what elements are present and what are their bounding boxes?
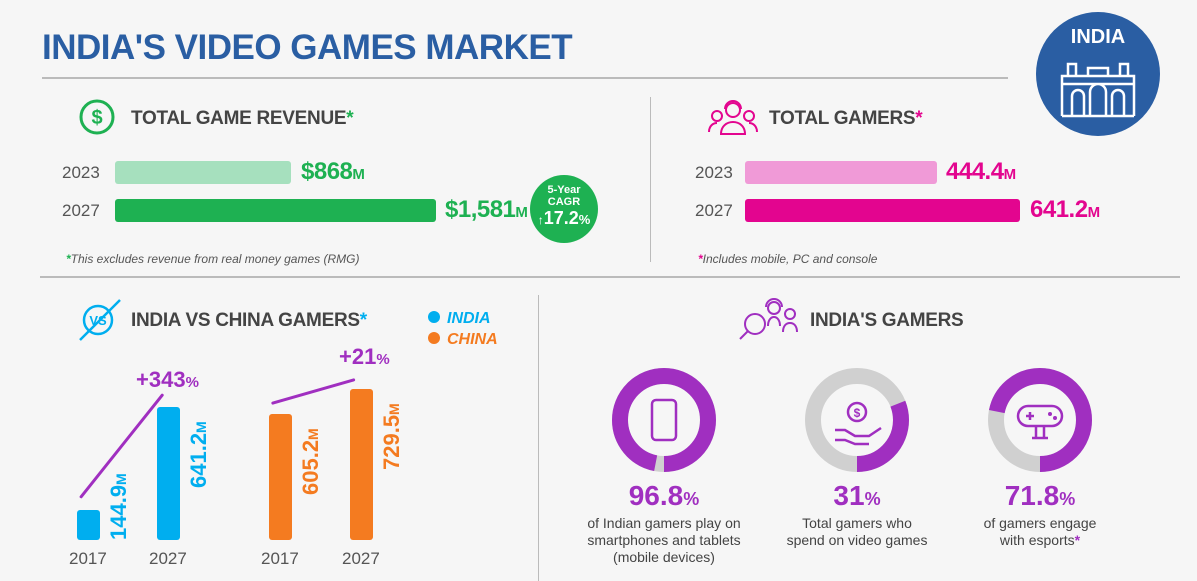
india-bar-2027 (157, 407, 180, 540)
vertical-divider-2 (538, 295, 539, 581)
india-year-2027: 2027 (149, 549, 187, 568)
title-divider (42, 77, 1008, 79)
revenue-value-2027: $1,581M (445, 196, 528, 223)
cagr-label: 5-Year (547, 184, 581, 196)
vertical-divider (650, 97, 651, 262)
vs-icon: VS (79, 299, 121, 341)
game-controller-icon (1016, 404, 1064, 440)
china-value-2017: 605.2M (298, 428, 323, 496)
donut-caption: Total gamers who spend on video games (786, 515, 928, 548)
india-gamers-heading: INDIA'S GAMERS (810, 310, 964, 331)
gamers-heading: TOTAL GAMERS* (769, 108, 923, 129)
gamers-note: *Includes mobile, PC and console (698, 252, 878, 266)
india-year-2017: 2017 (69, 549, 107, 568)
money-hand-icon: $ (835, 401, 882, 446)
donut-fill (805, 368, 909, 472)
revenue-value-2023: $868M (301, 158, 365, 185)
donut-2: $ (797, 360, 917, 480)
donut-fill (612, 368, 716, 472)
badge-label: INDIA (1070, 26, 1126, 48)
china-growth-line (271, 378, 356, 405)
section-divider (40, 276, 1180, 278)
svg-text:VS: VS (89, 313, 107, 328)
arrow-up-icon: ↑ (537, 213, 544, 227)
donut-fill (988, 368, 1092, 472)
china-bar-2017 (269, 414, 292, 540)
china-growth-label: +21% (339, 344, 390, 369)
donut-caption: of Indian gamers play on smartphones and … (587, 515, 741, 565)
china-year-2017: 2017 (261, 549, 299, 568)
china-bar-2027 (350, 388, 373, 540)
india-value-2027: 641.2M (186, 421, 211, 488)
gamers-group-icon (708, 100, 758, 135)
revenue-year-2023: 2023 (62, 163, 100, 182)
gateway-of-india-icon (1060, 62, 1136, 118)
revenue-bar-2027 (115, 199, 436, 222)
gamer-search-icon (739, 298, 798, 340)
legend-china: CHINA (428, 331, 498, 349)
donut-value: 96.8% (628, 480, 700, 511)
revenue-heading: TOTAL GAME REVENUE* (131, 108, 354, 129)
revenue-bar-2023 (115, 161, 291, 184)
dollar-icon: $ (79, 99, 115, 135)
revenue-note: *This excludes revenue from real money g… (66, 252, 360, 266)
china-value-2027: 729.5M (379, 402, 404, 470)
india-vs-china-chart: 144.9M 2017 641.2M 2027 +343% 605.2M 2017 729.5… (0, 0, 540, 581)
gamers-value-2027: 641.2M (1030, 196, 1100, 223)
gamers-bar-2023 (745, 161, 937, 184)
india-value-2017: 144.9M (106, 473, 131, 540)
donut-caption: of gamers engage with esports* (983, 515, 1097, 548)
mobile-device-icon (650, 398, 678, 442)
india-bar-2017 (77, 509, 100, 540)
revenue-year-2027: 2027 (62, 201, 100, 220)
gamers-bar-2027 (745, 199, 1020, 222)
donut-value: 71.8% (1004, 480, 1076, 511)
india-badge: INDIA (1036, 12, 1160, 136)
versus-heading: INDIA VS CHINA GAMERS* (131, 310, 367, 331)
cagr-label2: CAGR (547, 196, 581, 208)
svg-text:$: $ (91, 107, 102, 129)
gamers-value-2023: 444.4M (946, 158, 1016, 185)
gamers-year-2023: 2023 (695, 163, 733, 182)
gamers-year-2027: 2027 (695, 201, 733, 220)
donut-3 (980, 360, 1100, 480)
cagr-badge: 5-Year CAGR ↑17.2% (530, 175, 598, 243)
page-title: INDIA'S VIDEO GAMES MARKET (42, 28, 573, 67)
svg-text:$: $ (854, 406, 861, 420)
china-year-2027: 2027 (342, 549, 380, 568)
donut-value: 31% (833, 480, 881, 511)
india-growth-label: +343% (136, 367, 199, 392)
donut-1 (604, 360, 724, 480)
legend-india: INDIA (428, 310, 491, 328)
cagr-value: 17.2 (543, 208, 579, 228)
